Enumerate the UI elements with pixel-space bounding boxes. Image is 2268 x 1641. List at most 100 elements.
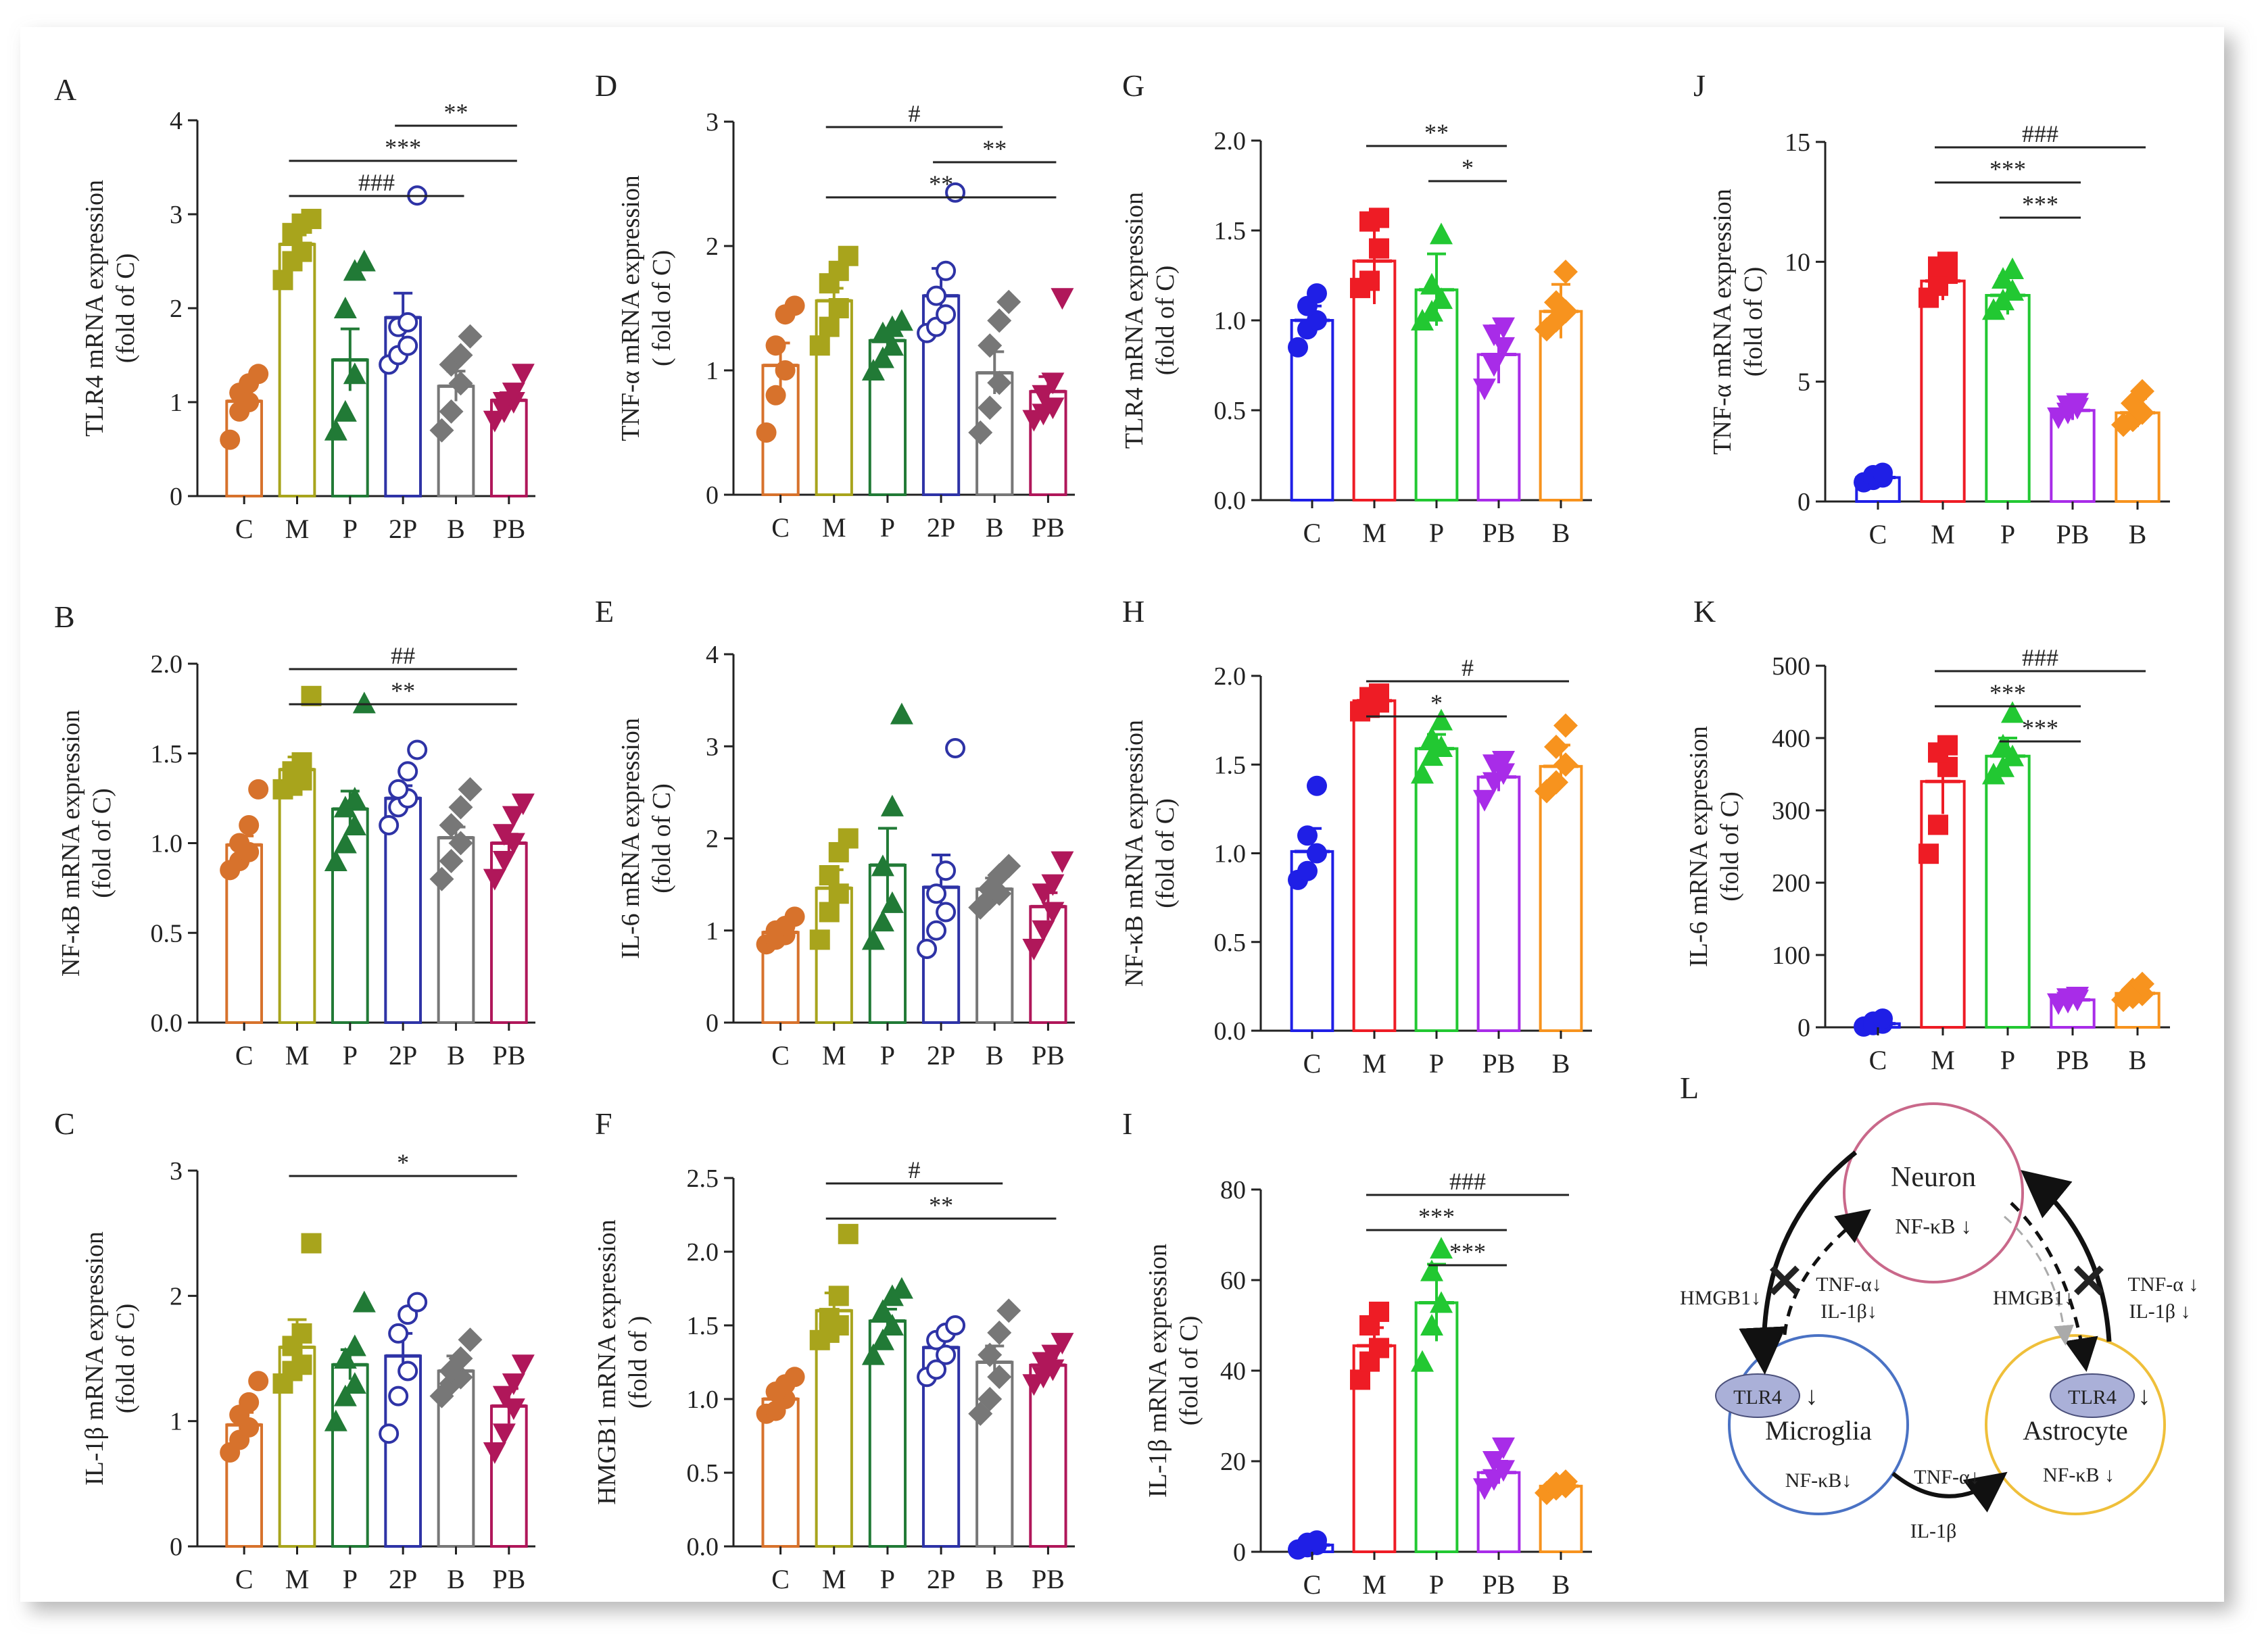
y-tick-label: 1.5: [687, 1312, 719, 1340]
y-tick-label: 1: [170, 1408, 183, 1436]
y-tick-label: 200: [1772, 869, 1810, 898]
category-label-m: M: [822, 1564, 846, 1594]
data-point: [1369, 207, 1389, 228]
category-label-c: C: [771, 1040, 790, 1071]
data-point: [343, 1334, 366, 1356]
category-label-2p: 2P: [927, 1040, 955, 1071]
y-tick-label: 20: [1220, 1448, 1246, 1476]
data-point: [448, 795, 473, 820]
data-point: [987, 308, 1012, 333]
data-point: [439, 399, 464, 424]
data-point: [784, 295, 805, 316]
significance-label: **: [444, 99, 468, 126]
data-point: [229, 833, 250, 854]
y-tick-label: 2: [170, 295, 183, 323]
data-point: [1369, 1301, 1389, 1322]
data-point: [1350, 1369, 1370, 1390]
right-tnfa-label: TNF-α ↓: [2128, 1273, 2199, 1296]
data-point: [880, 315, 904, 337]
data-point: [301, 1233, 322, 1254]
data-point: [272, 270, 293, 291]
neuron-title: Neuron: [1891, 1162, 1976, 1193]
y-tick-label: 3: [170, 201, 183, 229]
data-point: [1307, 775, 1327, 796]
astrocyte-cell: [1985, 1334, 2166, 1515]
data-point: [1032, 385, 1055, 407]
data-point: [1307, 310, 1327, 330]
bottom-tnfa-label: TNF-α↓: [1914, 1466, 1979, 1488]
data-point: [945, 1315, 966, 1336]
significance-label: **: [982, 135, 1007, 162]
panel-label-l: L: [1680, 1071, 1699, 1105]
category-label-m: M: [1931, 1045, 1955, 1075]
data-point: [379, 814, 400, 835]
data-point: [784, 906, 805, 927]
data-point: [996, 289, 1021, 314]
significance-label: *: [397, 1149, 409, 1176]
left-tnfa-label: TNF-α↓: [1816, 1273, 1881, 1296]
data-point: [2066, 393, 2089, 415]
data-point: [1307, 843, 1327, 864]
data-point: [890, 1277, 913, 1299]
data-point: [1051, 851, 1074, 873]
data-point: [765, 335, 786, 356]
y-tick-label: 0.0: [687, 1533, 719, 1561]
category-label-pb: PB: [492, 1564, 525, 1594]
category-label-b: B: [2129, 1045, 2147, 1075]
data-point: [429, 418, 454, 443]
microglia-tlr4-label: TLR4: [1733, 1386, 1782, 1409]
data-point: [917, 939, 938, 959]
y-axis-label: HMGB1 mRNA expression: [593, 1219, 621, 1504]
panel-label-a: A: [54, 72, 76, 107]
data-point: [926, 883, 947, 904]
category-label-2p: 2P: [927, 512, 955, 543]
data-point: [301, 208, 322, 229]
data-point: [248, 364, 269, 385]
significance-label: ***: [1449, 1238, 1486, 1265]
panel-a: A 0 1 2 3 4 TLR4 mRNA expression (fold of C) C M P…: [54, 72, 535, 544]
data-point: [1307, 1530, 1327, 1551]
astrocyte-tlr4-receptor: [2050, 1373, 2135, 1418]
y-tick-label: 2.5: [687, 1165, 719, 1193]
category-label-2p: 2P: [389, 1564, 417, 1594]
significance-label: ###: [2022, 120, 2058, 147]
data-point: [996, 1298, 1021, 1323]
data-point: [936, 860, 957, 881]
y-tick-label: 100: [1772, 941, 1810, 970]
data-point: [458, 324, 483, 349]
significance-label: **: [929, 1192, 953, 1219]
y-axis-label: (fold of C): [1175, 1316, 1203, 1426]
astrocyte-to-neuron-arrow: [2021, 1170, 2112, 1342]
data-point: [352, 1290, 376, 1313]
data-point: [1369, 1338, 1389, 1358]
data-point: [871, 346, 894, 368]
y-tick-label: 0: [706, 1009, 719, 1037]
category-label-2p: 2P: [389, 514, 417, 544]
y-axis-label: IL-6 mRNA expression: [1685, 726, 1713, 967]
data-point: [1430, 287, 1453, 310]
y-axis-label: (fold of C): [1739, 267, 1768, 377]
data-point: [936, 902, 957, 923]
panel-i: I 0 20 40 60 80 IL-1β mRNA expression (fold of …: [1122, 1106, 1592, 1600]
y-tick-label: 80: [1220, 1176, 1246, 1204]
data-point: [511, 364, 535, 386]
data-point: [1420, 726, 1443, 748]
data-point: [239, 1392, 260, 1413]
neuron-to-astrocyte-grey-arrow: [2004, 1215, 2074, 1346]
y-tick-label: 0.5: [151, 919, 183, 948]
data-point: [819, 1308, 840, 1329]
data-point: [1553, 713, 1578, 738]
category-label-m: M: [822, 512, 846, 543]
panel-j: J 0 5 10 15 TNF-α mRNA expression (fold of C) C…: [1693, 68, 2170, 549]
data-point: [1369, 683, 1389, 704]
category-label-m: M: [1362, 1569, 1386, 1600]
category-label-p: P: [880, 1564, 895, 1594]
data-point: [439, 812, 464, 837]
data-point: [1473, 378, 1496, 401]
data-point: [880, 1314, 904, 1336]
category-label-pb: PB: [2056, 1045, 2090, 1075]
category-label-pb: PB: [2056, 519, 2090, 549]
data-point: [861, 928, 885, 950]
data-point: [2130, 971, 2154, 996]
